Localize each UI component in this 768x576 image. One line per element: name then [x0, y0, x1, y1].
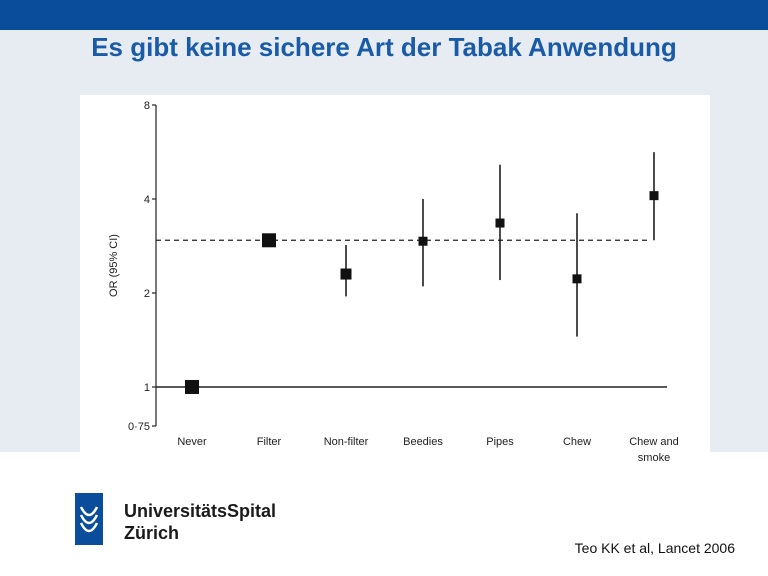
- citation: Teo KK et al, Lancet 2006: [574, 540, 735, 556]
- slide-title: Es gibt keine sichere Art der Tabak Anwe…: [91, 32, 677, 62]
- x-category-label: Pipes: [486, 436, 514, 448]
- chart-panel: 0·75 1 2 4 8 OR (95% CI) Never Filter Non-filter…: [80, 95, 710, 467]
- or-marker: [418, 236, 428, 246]
- or-marker: [495, 218, 505, 228]
- x-category-label: Non-filter: [324, 436, 369, 448]
- y-tick-label: 1: [144, 382, 150, 394]
- y-tick-label: 0·75: [128, 421, 150, 433]
- hospital-name-line2: Zürich: [124, 523, 180, 543]
- or-marker: [185, 379, 199, 394]
- x-category-label: Filter: [257, 436, 282, 448]
- usz-logo-icon: [75, 493, 103, 545]
- x-category-label: Chew: [563, 436, 591, 448]
- or-marker: [340, 268, 352, 280]
- top-bar: [0, 0, 768, 30]
- x-category-label: smoke: [638, 452, 670, 464]
- hospital-name-line1: UniversitätsSpital: [124, 501, 277, 521]
- or-chart: 0·75 1 2 4 8 OR (95% CI) Never Filter Non-filter…: [108, 100, 679, 464]
- y-axis-label: OR (95% CI): [108, 234, 120, 297]
- hospital-name: UniversitätsSpital Zürich: [124, 500, 276, 544]
- or-marker: [262, 233, 276, 248]
- x-category-label: Beedies: [403, 436, 443, 448]
- y-tick-label: 4: [144, 194, 150, 206]
- x-category-label: Chew and: [629, 436, 679, 448]
- or-marker: [649, 191, 659, 201]
- or-marker: [572, 274, 582, 284]
- y-tick-label: 2: [144, 288, 150, 300]
- x-category-label: Never: [177, 436, 207, 448]
- y-tick-label: 8: [144, 100, 150, 112]
